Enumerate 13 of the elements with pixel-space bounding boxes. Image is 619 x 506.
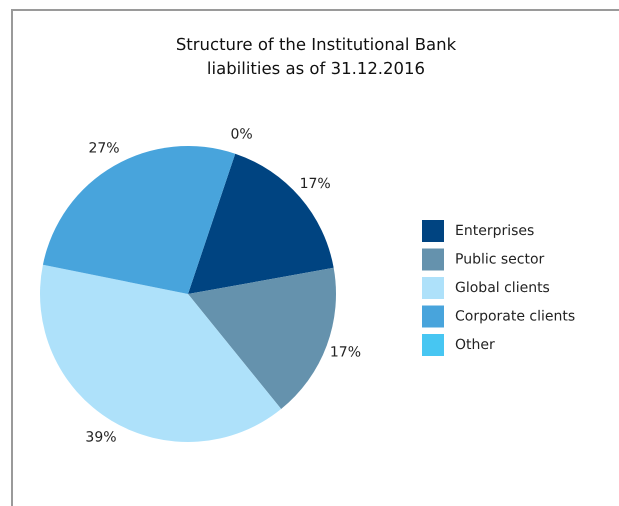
data-label: 39% — [85, 430, 117, 446]
pie-slice — [188, 154, 334, 294]
pie-slice — [40, 264, 282, 442]
data-label: 27% — [88, 140, 120, 156]
legend-label: Public sector — [455, 251, 545, 268]
legend-label: Enterprises — [455, 222, 534, 239]
data-label: 17% — [300, 176, 331, 192]
text: 0% — [230, 126, 253, 143]
legend-label: Other — [455, 336, 495, 353]
legend-label: Global clients — [455, 280, 550, 296]
chart-title: Structure of the Institutional Bank liabilities as of 31.12.2016 — [176, 35, 457, 78]
data-label: 17% — [330, 344, 362, 360]
legend-label: Corporate clients — [455, 308, 576, 324]
